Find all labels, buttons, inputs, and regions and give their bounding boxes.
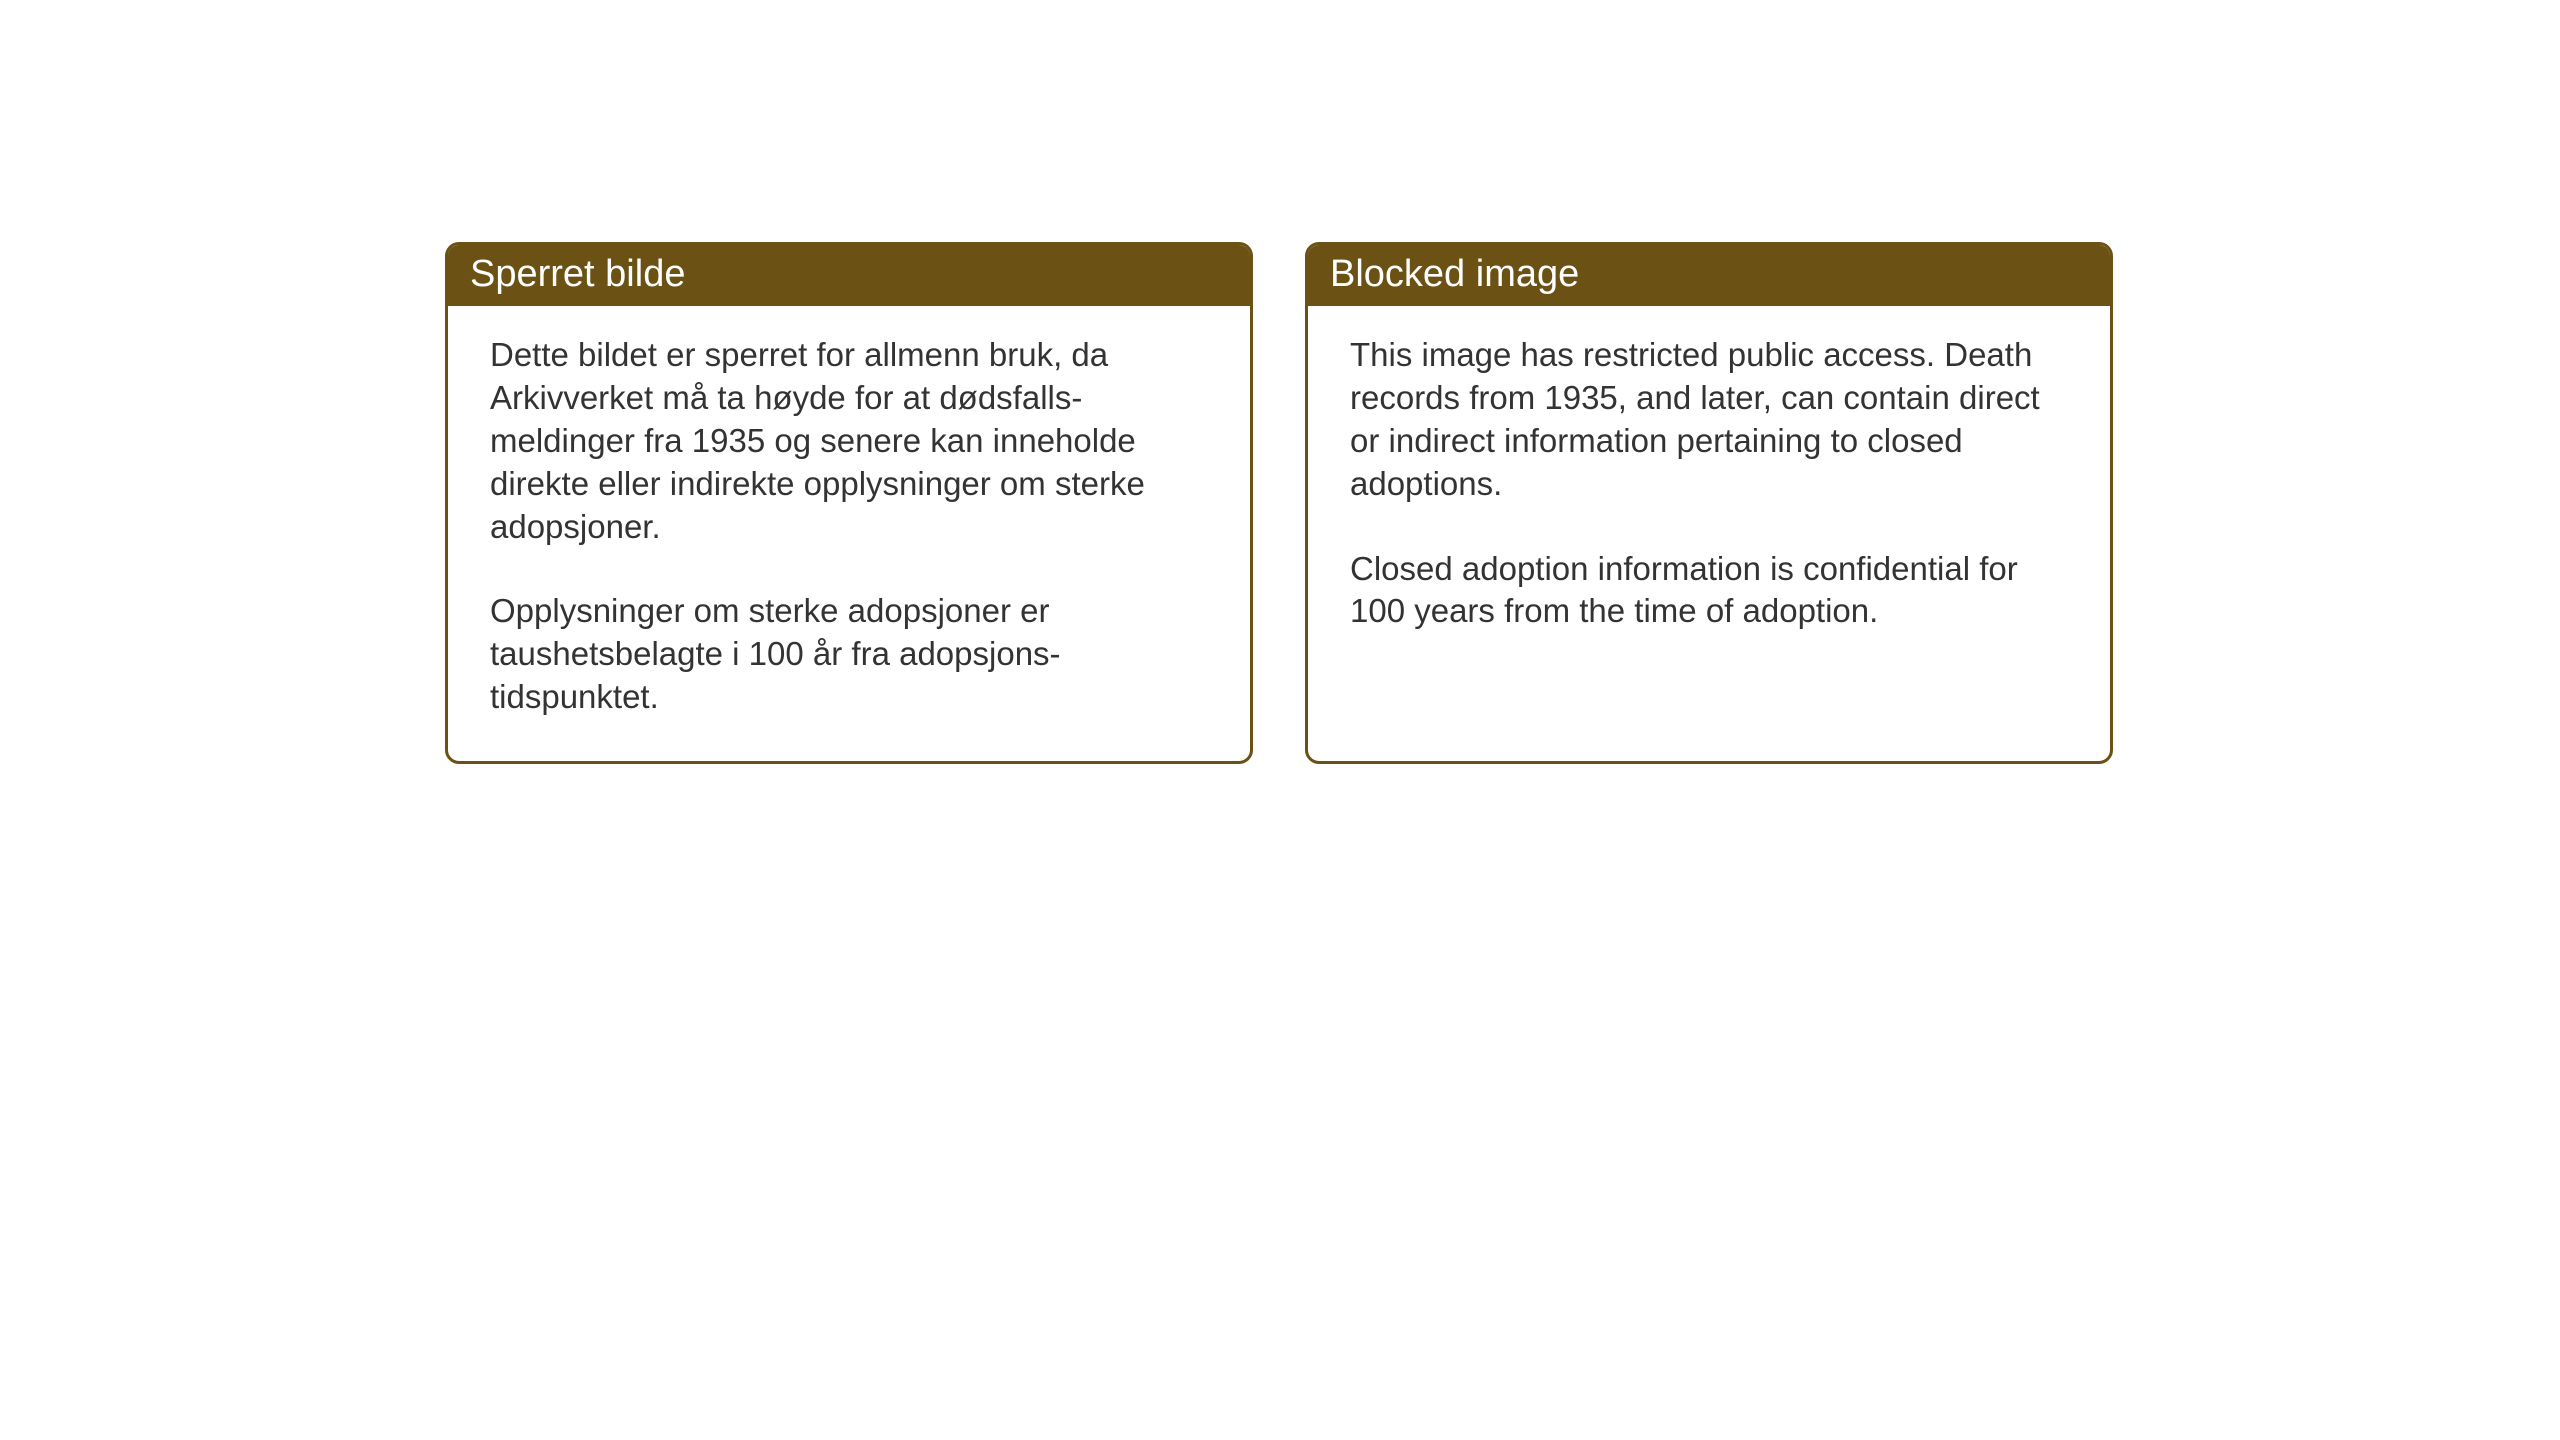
panel-paragraph: This image has restricted public access.… [1350,334,2068,506]
panel-title-english: Blocked image [1330,253,1579,295]
panel-english: Blocked image This image has restricted … [1305,242,2113,764]
panel-norwegian: Sperret bilde Dette bildet er sperret fo… [445,242,1253,764]
panel-body-english: This image has restricted public access.… [1308,306,2110,675]
panel-paragraph: Dette bildet er sperret for allmenn bruk… [490,334,1208,548]
panel-paragraph: Opplysninger om sterke adopsjoner er tau… [490,590,1208,719]
panel-body-norwegian: Dette bildet er sperret for allmenn bruk… [448,306,1250,761]
panel-header-norwegian: Sperret bilde [448,245,1250,306]
panel-container: Sperret bilde Dette bildet er sperret fo… [0,0,2560,764]
panel-header-english: Blocked image [1308,245,2110,306]
panel-paragraph: Closed adoption information is confident… [1350,548,2068,634]
panel-title-norwegian: Sperret bilde [470,253,685,295]
